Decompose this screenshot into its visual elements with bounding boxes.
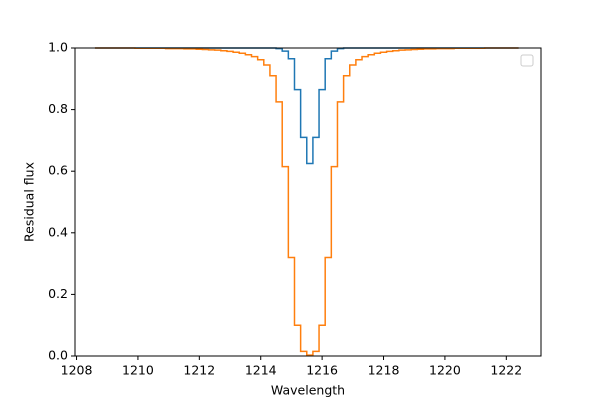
x-tick-label: 1218 bbox=[368, 363, 400, 378]
x-tick-label: 1222 bbox=[490, 363, 522, 378]
y-axis-label: Residual flux bbox=[22, 162, 37, 242]
y-tick-label: 0.8 bbox=[48, 101, 68, 116]
step-line bbox=[94, 47, 519, 356]
y-tick-label: 0.4 bbox=[48, 224, 68, 239]
y-tick-label: 0.2 bbox=[48, 286, 68, 301]
x-axis-label: Wavelength bbox=[271, 383, 345, 398]
y-tick-label: 0.6 bbox=[48, 163, 68, 178]
legend-box bbox=[520, 54, 534, 67]
x-tick-label: 1220 bbox=[429, 363, 461, 378]
plot-frame bbox=[74, 47, 542, 357]
x-tick-label: 1208 bbox=[61, 363, 93, 378]
x-tick-label: 1210 bbox=[122, 363, 154, 378]
x-tick-label: 1214 bbox=[245, 363, 277, 378]
y-tick-label: 1.0 bbox=[48, 40, 68, 55]
x-tick-label: 1216 bbox=[306, 363, 338, 378]
y-tick-label: 0.0 bbox=[48, 348, 68, 363]
x-tick-label: 1212 bbox=[183, 363, 215, 378]
step-line bbox=[94, 47, 519, 165]
